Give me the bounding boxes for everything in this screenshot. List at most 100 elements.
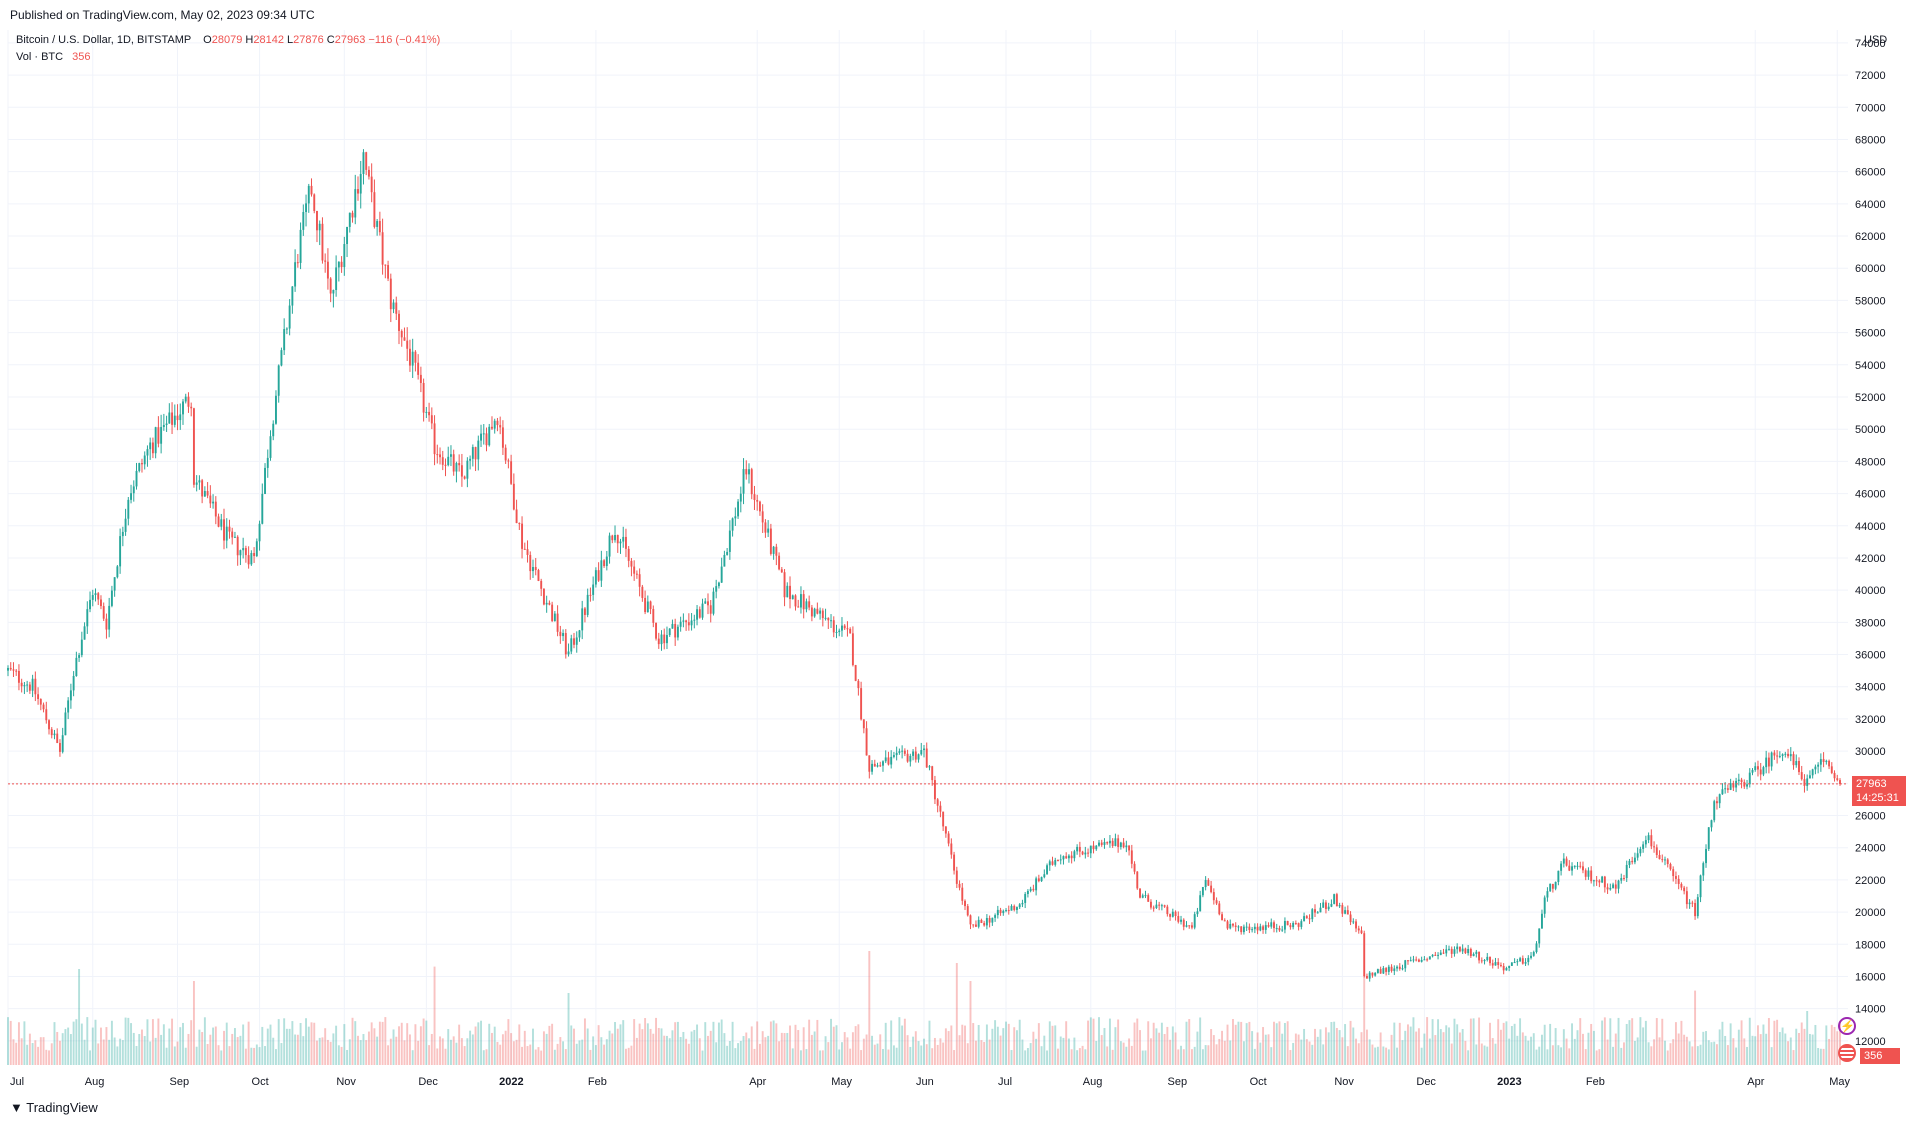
volume-bar: [862, 1038, 865, 1065]
candle-body: [996, 909, 999, 916]
volume-bar: [794, 1024, 797, 1065]
candle-body: [1210, 885, 1213, 893]
candle-body: [203, 491, 206, 497]
candle-body: [1152, 907, 1155, 909]
volume-bar: [849, 1048, 852, 1065]
volume-bar: [1491, 1038, 1494, 1065]
volume-bar: [1609, 1018, 1612, 1065]
volume-bar: [214, 1026, 217, 1065]
candle-body: [1705, 848, 1707, 864]
candle-body: [928, 766, 931, 768]
volume-bar: [589, 1049, 592, 1065]
candle-body: [879, 765, 882, 767]
candle-body: [988, 918, 991, 923]
volume-bar: [638, 1023, 641, 1065]
volume-bar: [592, 1036, 595, 1065]
candle-body: [1281, 929, 1284, 931]
volume-bar: [991, 1028, 994, 1065]
volume-bar: [277, 1019, 280, 1065]
candle-body: [225, 526, 228, 541]
candle-body: [1664, 859, 1666, 861]
candle-body: [895, 752, 898, 756]
candle-body: [551, 604, 554, 622]
volume-bar: [1305, 1039, 1308, 1065]
volume-bar: [1174, 1032, 1177, 1065]
volume-bar: [1111, 1049, 1114, 1065]
volume-bar: [1368, 1039, 1371, 1065]
candle-body: [1814, 766, 1817, 770]
volume-bar: [340, 1046, 343, 1065]
candle-body: [255, 541, 258, 557]
volume-bar: [1830, 1024, 1833, 1065]
candle-body: [635, 573, 638, 575]
candle-body: [351, 212, 354, 218]
candle-body: [646, 601, 649, 613]
volume-bar: [1426, 1017, 1429, 1065]
candle-body: [1048, 861, 1051, 866]
volume-bar: [512, 1041, 515, 1065]
candle-body: [406, 340, 409, 349]
candle-body: [1576, 865, 1579, 867]
candle-body: [652, 608, 655, 623]
volume-bar: [660, 1028, 663, 1065]
volume-bar: [471, 1034, 474, 1065]
candle-body: [657, 638, 660, 645]
volume-bar: [116, 1046, 119, 1065]
volume-bar: [720, 1019, 723, 1065]
volume-bar: [362, 1034, 365, 1065]
last-price-tag: 27963 14:25:31: [1852, 776, 1906, 806]
candle-body: [1737, 779, 1740, 781]
candle-body: [868, 755, 871, 772]
candle-body: [707, 601, 709, 606]
y-tick-label: 30000: [1855, 746, 1886, 758]
candle-body: [250, 553, 253, 565]
footer-brand[interactable]: ▼ TradingView: [10, 1100, 98, 1115]
candle-body: [113, 577, 116, 591]
candle-body: [141, 463, 143, 465]
lightning-icon[interactable]: ⚡: [1838, 1017, 1856, 1035]
candle-body: [564, 633, 567, 655]
candle-body: [1798, 761, 1800, 773]
volume-bar: [392, 1029, 395, 1065]
candle-body: [488, 426, 491, 446]
volume-bar: [920, 1045, 923, 1065]
candle-body: [693, 619, 696, 621]
candle-body: [1251, 929, 1254, 931]
candle-body: [802, 594, 805, 610]
volume-bar: [1035, 1038, 1038, 1065]
candle-body: [80, 639, 83, 656]
candle-body: [510, 461, 513, 484]
candle-body: [835, 631, 838, 633]
volume-bar: [1715, 1044, 1718, 1065]
candle-body: [28, 684, 31, 691]
candle-body: [966, 906, 969, 916]
candle-body: [15, 670, 18, 672]
candle-body: [1792, 754, 1795, 766]
volume-bar: [1223, 1040, 1226, 1065]
volume-bar: [1029, 1043, 1032, 1065]
volume-bar: [1021, 1039, 1024, 1065]
volume-bar: [1543, 1024, 1546, 1065]
candle-body: [624, 536, 627, 549]
candle-body: [641, 586, 644, 598]
volume-bar: [1453, 1018, 1456, 1065]
volume-bar: [113, 1037, 116, 1065]
volume-bar: [1579, 1018, 1582, 1065]
candle-body: [1445, 949, 1448, 954]
volume-bar: [1229, 1040, 1232, 1065]
candle-body: [909, 755, 912, 762]
candle-body: [1560, 863, 1563, 871]
x-tick-label: Feb: [588, 1076, 607, 1088]
candle-body: [1158, 904, 1161, 906]
volume-bar: [384, 1017, 387, 1065]
candle-body: [1314, 909, 1316, 913]
volume-bar: [1237, 1021, 1240, 1065]
volume-bar: [1748, 1017, 1751, 1065]
volume-bar: [1070, 1049, 1073, 1065]
candle-body: [832, 620, 835, 633]
candle-body: [734, 516, 737, 519]
volume-bar: [758, 1043, 761, 1065]
volume-bar: [12, 1039, 15, 1065]
earth-flag-icon[interactable]: [1838, 1044, 1856, 1062]
